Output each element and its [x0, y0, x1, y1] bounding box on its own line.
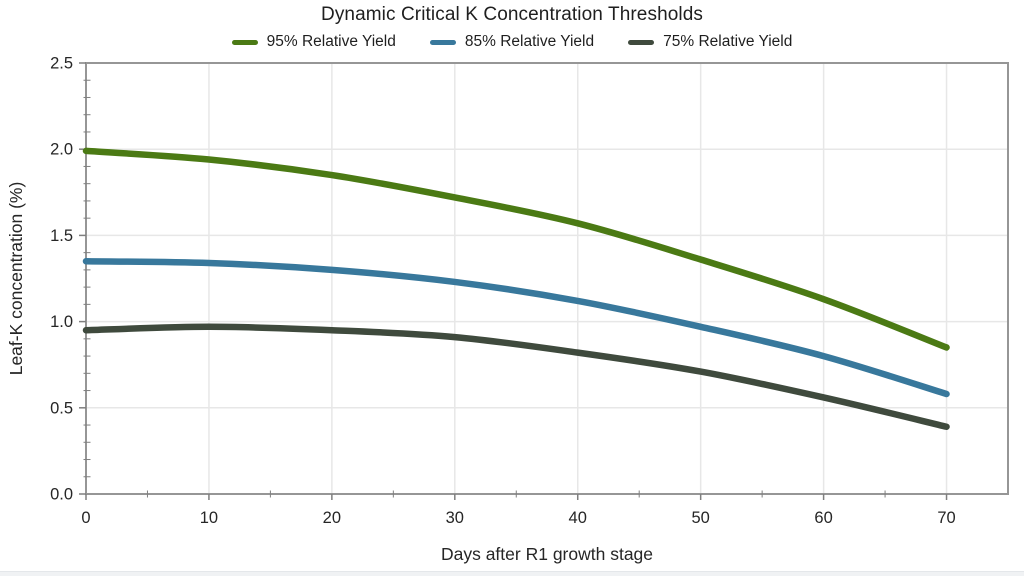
legend-label: 85% Relative Yield	[464, 33, 595, 50]
series-line-1	[82, 147, 950, 351]
series-line-2	[82, 258, 950, 398]
legend-line-marker-icon	[628, 39, 655, 45]
y-axis-label: Leaf-K concentration (%)	[6, 182, 26, 376]
bottom-edge-strip	[0, 571, 1024, 576]
legend-line-marker-icon	[231, 39, 258, 45]
y-tick-label: 0.5	[50, 399, 73, 417]
chart-title: Dynamic Critical K Concentration Thresho…	[321, 4, 703, 25]
y-tick-label: 2.5	[50, 55, 73, 73]
plot-border	[85, 62, 1009, 495]
y-tick-label: 1.0	[50, 313, 73, 331]
y-tick-label: 1.5	[50, 227, 73, 245]
x-tick-label: 60	[814, 509, 832, 527]
x-tick-label: 40	[569, 509, 587, 527]
x-tick-label: 30	[446, 509, 464, 527]
legend-item-3[interactable]: 75% Relative Yield	[628, 33, 792, 51]
x-tick-label: 20	[323, 509, 341, 527]
x-tick-label: 50	[691, 509, 709, 527]
y-tick-label: 0.0	[50, 486, 73, 504]
series-line-3	[82, 323, 950, 431]
y-tick-label: 2.0	[50, 141, 73, 159]
x-tick-label: 10	[200, 509, 218, 527]
x-axis-label: Days after R1 growth stage	[441, 544, 653, 564]
legend: 95% Relative Yield 85% Relative Yield 75% …	[0, 33, 1024, 51]
legend-label: 75% Relative Yield	[663, 33, 793, 50]
legend-line-marker-icon	[429, 39, 456, 45]
legend-item-2[interactable]: 85% Relative Yield	[429, 33, 595, 51]
x-tick-label: 70	[937, 509, 955, 527]
legend-label: 95% Relative Yield	[266, 33, 396, 50]
legend-item-1[interactable]: 95% Relative Yield	[231, 33, 396, 51]
x-tick-label: 0	[81, 509, 90, 527]
